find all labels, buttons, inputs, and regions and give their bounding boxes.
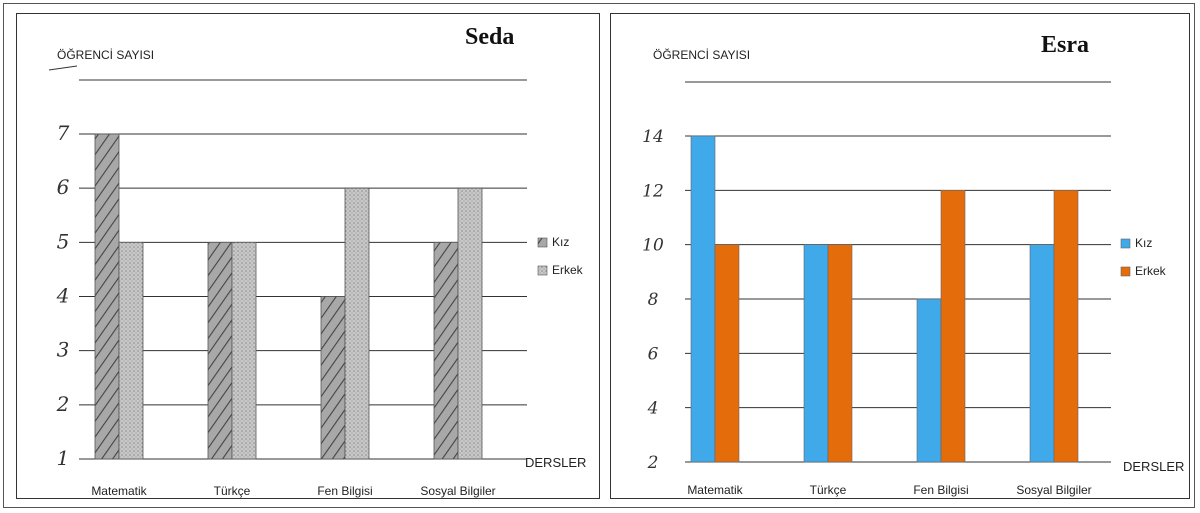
esra-bar-kiz <box>916 298 942 463</box>
seda-bar-erkek <box>231 241 257 460</box>
esra-legend-swatch <box>1120 266 1131 277</box>
esra-bar-erkek <box>1053 190 1079 463</box>
esra-category-labels: Matematik Türkçe Fen Bilgisi Sosyal Bilgile… <box>687 483 1091 497</box>
seda-y-tick-label: 2 <box>56 392 70 416</box>
esra-bar-erkek <box>940 190 966 463</box>
seda-bar-kiz <box>207 241 233 460</box>
seda-category-label: Sosyal Bilgiler <box>420 484 495 498</box>
esra-y-tick-label: 8 <box>648 290 659 310</box>
seda-chart-panel: ÖĞRENCİ SAYISI Seda 1 2 3 4 5 6 7 Matematik Tür… <box>16 13 600 499</box>
seda-bar-erkek <box>344 187 370 460</box>
esra-legend-label: Erkek <box>1135 264 1167 278</box>
seda-legend-label: Erkek <box>552 263 584 277</box>
esra-name-label: Esra <box>1041 32 1089 58</box>
seda-bar-erkek <box>457 187 483 460</box>
seda-bars <box>94 133 483 460</box>
esra-chart-panel: ÖĞRENCİ SAYISI Esra 2 4 6 8 10 12 14 Matematik… <box>610 13 1190 499</box>
seda-axis-arrow <box>48 65 78 71</box>
seda-y-tick-label: 1 <box>57 446 70 470</box>
seda-y-tick-label: 6 <box>57 175 70 199</box>
esra-y-tick-label: 6 <box>648 344 659 364</box>
esra-y-tick-label: 4 <box>647 399 659 419</box>
seda-y-tick-label: 7 <box>57 121 70 145</box>
esra-bar-kiz <box>1029 244 1055 463</box>
esra-x-axis-label: DERSLER <box>1123 459 1184 474</box>
esra-y-tick-label: 14 <box>642 127 664 147</box>
seda-y-axis-label: ÖĞRENCİ SAYISI <box>57 47 154 62</box>
esra-y-tick-label: 2 <box>647 453 659 473</box>
seda-category-labels: Matematik Türkçe Fen Bilgisi Sosyal Bilgile… <box>91 484 495 498</box>
esra-y-tick-label: 12 <box>642 181 664 201</box>
seda-y-ticks: 1 2 3 4 5 6 7 <box>56 121 70 470</box>
seda-bar-kiz <box>433 241 459 460</box>
seda-y-tick-label: 5 <box>57 229 70 253</box>
seda-category-label: Matematik <box>91 484 147 498</box>
esra-bar-erkek <box>827 244 853 463</box>
seda-name-label: Seda <box>465 24 514 50</box>
esra-bars <box>690 135 1079 463</box>
seda-bar-kiz <box>320 296 346 460</box>
esra-legend: Kız Erkek <box>1120 236 1167 278</box>
seda-legend-swatch <box>537 237 548 248</box>
esra-category-label: Fen Bilgisi <box>913 483 968 497</box>
esra-y-ticks: 2 4 6 8 10 12 14 <box>642 127 664 473</box>
esra-category-label: Türkçe <box>810 483 847 497</box>
esra-bar-kiz <box>690 135 716 463</box>
esra-bar-erkek <box>714 244 740 463</box>
esra-y-tick-label: 10 <box>642 236 664 256</box>
seda-gridlines <box>79 79 527 460</box>
seda-y-tick-label: 4 <box>56 284 70 308</box>
esra-bar-chart: ÖĞRENCİ SAYISI Esra 2 4 6 8 10 12 14 Matematik… <box>642 32 1184 497</box>
seda-bar-erkek <box>118 241 144 460</box>
esra-legend-label: Kız <box>1135 236 1152 250</box>
seda-category-label: Türkçe <box>214 484 251 498</box>
seda-bar-chart: ÖĞRENCİ SAYISI Seda 1 2 3 4 5 6 7 Matematik Tür… <box>48 24 586 498</box>
seda-x-axis-label: DERSLER <box>525 455 586 470</box>
esra-y-axis-label: ÖĞRENCİ SAYISI <box>653 47 750 62</box>
seda-y-tick-label: 3 <box>57 338 70 362</box>
esra-category-label: Sosyal Bilgiler <box>1016 483 1091 497</box>
esra-category-label: Matematik <box>687 483 743 497</box>
seda-bar-kiz <box>94 133 120 460</box>
esra-bar-kiz <box>803 244 829 463</box>
seda-legend: Kız Erkek <box>537 235 584 277</box>
esra-legend-swatch <box>1120 238 1131 249</box>
seda-legend-swatch <box>537 265 548 276</box>
seda-category-label: Fen Bilgisi <box>317 484 372 498</box>
seda-legend-label: Kız <box>552 235 569 249</box>
